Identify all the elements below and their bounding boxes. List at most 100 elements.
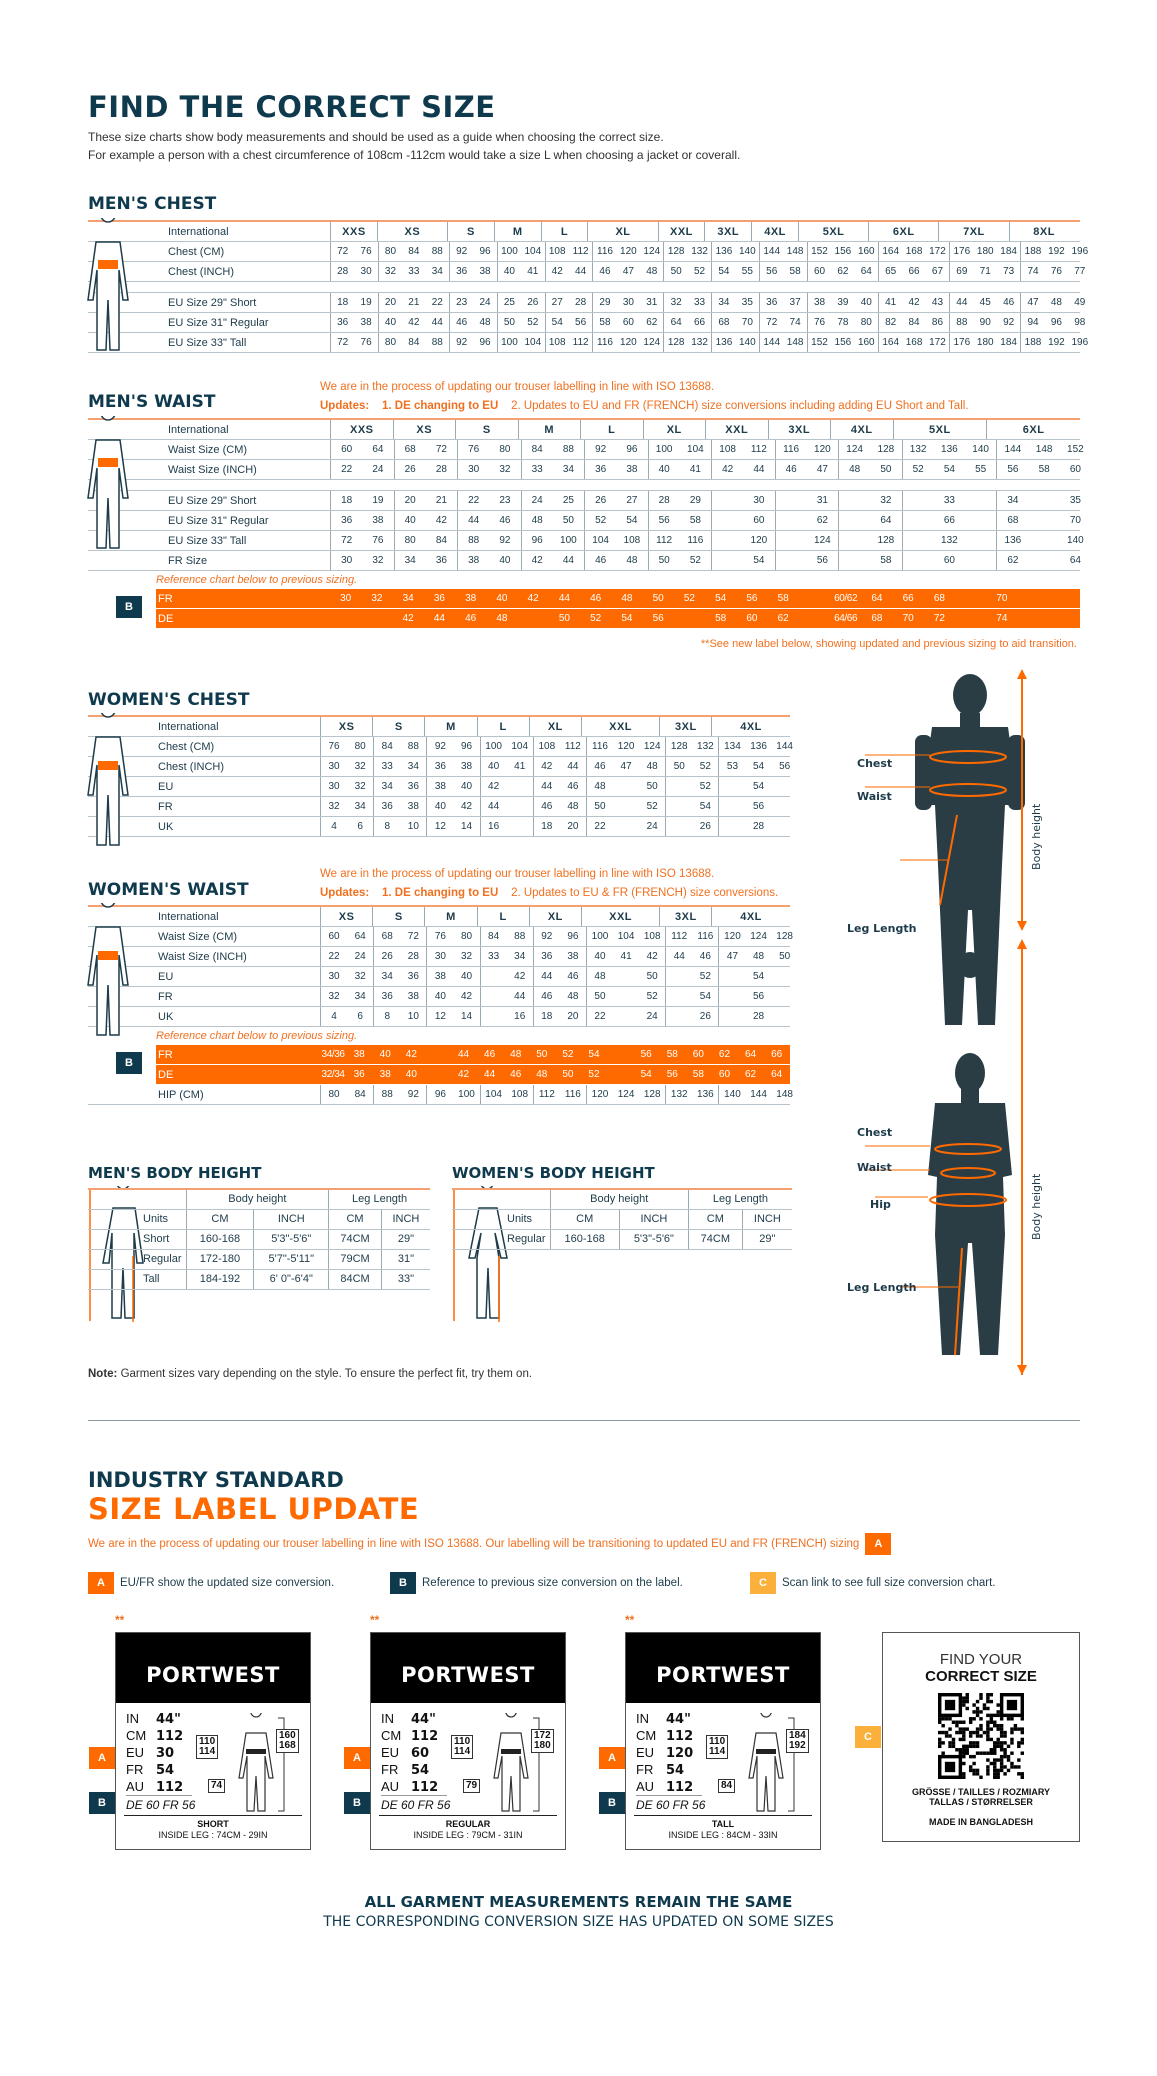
table-cell: 40	[434, 801, 446, 812]
table-cell: 44	[468, 515, 480, 526]
size-group: 40 42	[426, 797, 479, 816]
table-cell: 116	[564, 1089, 581, 1100]
size-group: 72 76	[330, 531, 394, 550]
table-cell: 172	[929, 246, 946, 257]
table-row: EU Size 29" Short 18 19 20 21 22 23 24 25 26 27 28 2…	[88, 491, 1081, 511]
label-key: EU	[381, 1745, 400, 1760]
label-value: 30	[156, 1746, 175, 1761]
table-cell: 66	[908, 266, 920, 277]
table-cell: 54	[718, 266, 730, 277]
size-group: 44 46	[457, 511, 521, 530]
table-cell: 72	[407, 931, 419, 942]
inside-leg: INSIDE LEG : 84CM - 33IN	[668, 1830, 778, 1840]
table-cell	[1049, 609, 1080, 628]
table-cell: 50	[652, 593, 664, 604]
size-group: 20 21	[393, 491, 458, 510]
table-cell: 14	[460, 821, 473, 832]
label-key: FR	[126, 1762, 144, 1777]
table-cell: 58	[880, 555, 892, 566]
table-cell: 54	[752, 761, 765, 772]
size-group: 50 52	[585, 987, 665, 1006]
table-cell: 80	[404, 535, 416, 546]
table-cell: 47	[1027, 297, 1039, 308]
size-group: 116 120 124	[585, 737, 665, 756]
size-group: 40 42	[393, 511, 458, 530]
table-cell	[613, 1007, 639, 1026]
table-cell: 50	[558, 613, 570, 624]
table-cell: 144	[1004, 444, 1022, 455]
size-group: 140 144 148	[718, 1085, 797, 1104]
table-cell: 76	[372, 535, 384, 546]
table-cell: 168	[905, 337, 923, 348]
table-cell: 54	[753, 555, 765, 566]
table-cell: 124	[617, 1089, 635, 1100]
table-cell: 38	[360, 317, 372, 328]
size-group: 60 64	[320, 927, 373, 946]
table-cell: 56	[575, 317, 587, 328]
fit-label: Regular	[88, 1249, 187, 1270]
row-label: Chest (INCH)	[158, 760, 225, 773]
size-group: 27 28	[544, 293, 593, 312]
waist-box: 110 114	[706, 1735, 729, 1759]
table-cell: 64/66	[834, 613, 858, 624]
note-line: We are in the process of updating our tr…	[320, 381, 715, 393]
table-row: EU Size 33" Tall 72 76 80 84 88 92 96 100 104 108 1…	[88, 333, 1088, 353]
table-cell: 44	[541, 971, 553, 982]
qr-code[interactable]	[938, 1693, 1024, 1779]
table-cell: 10	[407, 1011, 419, 1022]
table-cell: 60/62	[834, 593, 858, 604]
table-cell: 40	[460, 971, 473, 982]
table-cell: 44	[431, 317, 443, 328]
size-header-xs: XS	[392, 420, 456, 439]
table-cell	[1029, 531, 1060, 550]
label-leg-length: Leg Length	[847, 922, 917, 935]
previous-size-row: FR 34/36 38 40 42 44 46 48 50 52 54 56 58 60 62 64 66	[156, 1045, 790, 1065]
table-cell: 128	[877, 444, 895, 455]
table-cell	[719, 797, 745, 816]
row-label: EU	[158, 780, 174, 793]
size-group: 54 56	[544, 313, 593, 332]
table-cell: 40	[460, 781, 473, 792]
table-cell: 70	[741, 317, 753, 328]
label-chest: Chest	[857, 757, 893, 770]
size-group: 56 58	[647, 511, 712, 530]
table-cell	[613, 777, 639, 796]
table-cell: 52	[588, 1069, 600, 1080]
table-cell	[507, 797, 533, 816]
table-cell: 76	[1050, 266, 1062, 277]
label-key: CM	[381, 1728, 402, 1743]
table-cell: 40	[404, 515, 416, 526]
table-cell: 88	[381, 1089, 393, 1100]
table-cell: 136	[715, 246, 733, 257]
label-value: 112	[411, 1780, 439, 1795]
size-header-xxl: XXL	[705, 420, 768, 439]
table-cell: 120	[724, 931, 741, 942]
size-group: 92 96	[448, 242, 497, 261]
table-header-row: International XS S M L XL XXL 3XL 4XL	[88, 907, 790, 927]
table-cell: 42	[435, 515, 447, 526]
size-group: 30 32	[457, 460, 521, 479]
size-group: 56 58	[759, 262, 807, 281]
table-cell: 41	[514, 761, 526, 772]
table-cell: 64	[860, 266, 872, 277]
size-group: 18 19	[330, 491, 394, 510]
table-cell: 12	[434, 821, 446, 832]
table-cell: 44	[956, 297, 968, 308]
table-cell: 44	[541, 781, 553, 792]
table-cell: 25	[562, 495, 574, 506]
badge-a: A	[599, 1747, 625, 1769]
table-cell: 55	[741, 266, 753, 277]
badge-b: B	[390, 1572, 416, 1594]
size-group: 34 36	[373, 777, 426, 796]
table-cell: 184-192	[185, 1269, 254, 1290]
size-group: 48 50	[529, 1065, 581, 1084]
intro-line: These size charts show body measurements…	[88, 130, 664, 144]
size-group: 25 26	[496, 293, 545, 312]
table-cell: 70	[1069, 515, 1081, 526]
table-cell: 104	[524, 337, 542, 348]
table-cell: 68	[718, 317, 730, 328]
table-cell: 76	[434, 931, 446, 942]
updates-label: Updates:	[320, 887, 370, 899]
label-key: IN	[636, 1711, 649, 1726]
size-group: 120	[711, 531, 775, 550]
